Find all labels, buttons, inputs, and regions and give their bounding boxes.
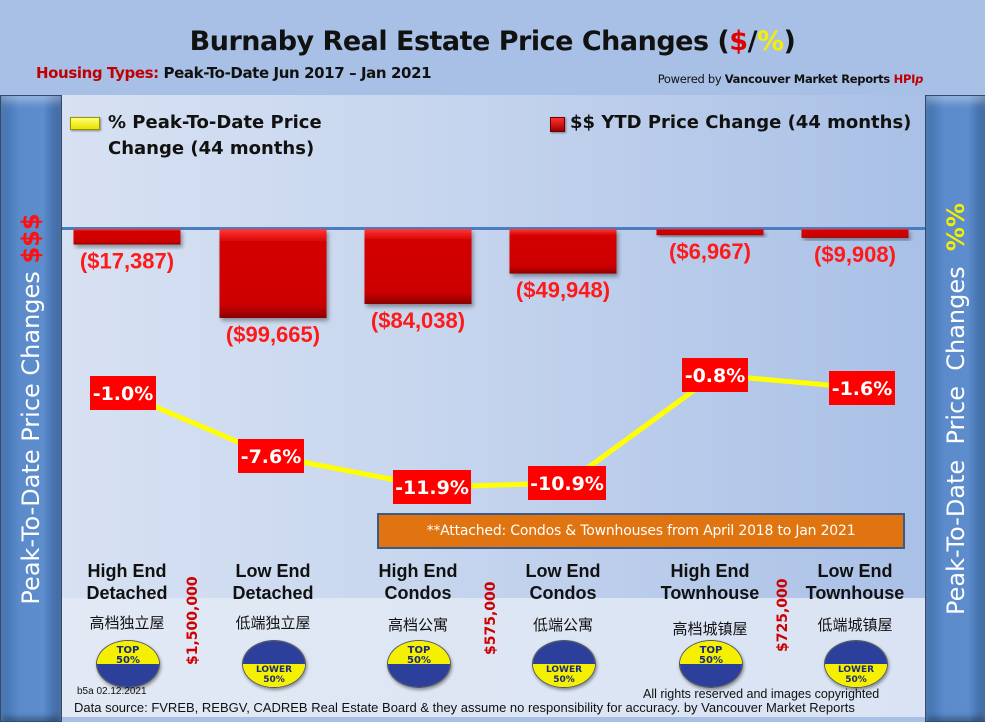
- legend-line-swatch: [70, 117, 100, 130]
- category-label-chinese: 低端独立屋: [235, 614, 311, 632]
- category-label: Low End Condos: [525, 561, 601, 603]
- category-label-chinese: 高档城镇屋: [672, 620, 748, 638]
- bar-value-label: ($99,665): [226, 322, 320, 347]
- pct-point: -0.8%: [682, 358, 748, 392]
- bar: [73, 229, 181, 245]
- bar: [219, 229, 327, 318]
- legend-bar-swatch: [550, 117, 565, 132]
- pct-label-box: [829, 371, 895, 405]
- subtitle-label: Housing Types:: [36, 64, 159, 82]
- subtitle: Housing Types: Peak-To-Date Jun 2017 – J…: [36, 64, 432, 82]
- bar: [364, 229, 472, 305]
- category-band: [62, 598, 925, 717]
- category-label: High End Townhouse: [660, 561, 760, 603]
- pct-label-box: [238, 439, 304, 473]
- category-label-chinese: 低端城镇屋: [817, 616, 893, 634]
- pct-point: -11.9%: [393, 470, 471, 504]
- lower-50-badge-icon: LOWER 50%: [824, 640, 888, 688]
- pct-point: -1.6%: [829, 371, 895, 405]
- left-axis-bar: Peak-To-Date Price Changes $$$: [0, 95, 62, 722]
- bar: [656, 229, 764, 236]
- threshold-label: $1,500,000: [185, 576, 201, 665]
- pct-label-box: [528, 466, 606, 500]
- lower-50-badge-icon: LOWER 50%: [242, 640, 306, 688]
- legend-line-label: % Peak-To-Date Price Change (44 months): [108, 112, 322, 159]
- legend-bar-label: $$ YTD Price Change (44 months): [570, 112, 912, 133]
- pct-value-label: -1.0%: [93, 383, 154, 405]
- category-label: High End Detached: [86, 561, 168, 603]
- category-label: High End Condos: [378, 561, 458, 603]
- pct-value-label: -1.6%: [832, 378, 893, 400]
- bar-value-label: ($17,387): [80, 249, 174, 274]
- lower-50-badge-icon: LOWER 50%: [532, 640, 596, 688]
- version-stamp: b5a 02.12.2021: [77, 686, 147, 697]
- category-label-chinese: 高档独立屋: [89, 614, 165, 632]
- bar: [509, 229, 617, 274]
- chart-title: Burnaby Real Estate Price Changes ($/%): [189, 26, 796, 57]
- bar-value-label: ($84,038): [371, 308, 465, 333]
- threshold-label: $575,000: [483, 581, 499, 655]
- category-label-chinese: 低端公寓: [532, 616, 593, 634]
- right-axis-bar: Peak-To-Date Price Changes %%: [925, 95, 985, 722]
- data-source: Data source: FVREB, REBGV, CADREB Real E…: [74, 700, 855, 715]
- pct-label-box: [90, 376, 156, 410]
- category-label-chinese: 高档公寓: [387, 616, 448, 634]
- pct-line: [122, 372, 863, 490]
- pct-value-label: -0.8%: [685, 365, 746, 387]
- zero-axis-line: [62, 227, 925, 230]
- category-label: Low End Detached: [232, 561, 314, 603]
- pct-label-box: [682, 358, 748, 392]
- top-50-badge-icon: TOP 50%: [679, 640, 743, 688]
- pct-point: -10.9%: [528, 466, 606, 500]
- top-50-badge-icon: TOP 50%: [96, 640, 160, 688]
- subtitle-range: Peak-To-Date Jun 2017 – Jan 2021: [158, 64, 432, 82]
- attached-note: **Attached: Condos & Townhouses from Apr…: [377, 513, 905, 549]
- pct-value-label: -7.6%: [241, 446, 302, 468]
- pct-point: -7.6%: [238, 439, 304, 473]
- threshold-label: $725,000: [775, 578, 791, 652]
- copyright-note: All rights reserved and images copyright…: [643, 687, 880, 701]
- bar-value-label: ($9,908): [814, 242, 896, 267]
- pct-point: -1.0%: [90, 376, 156, 410]
- top-50-badge-icon: TOP 50%: [387, 640, 451, 688]
- pct-value-label: -10.9%: [530, 473, 604, 495]
- bar-value-label: ($6,967): [669, 239, 751, 264]
- bar-value-label: ($49,948): [516, 278, 610, 303]
- category-label: Low End Townhouse: [805, 561, 905, 603]
- powered-by: Powered by Vancouver Market Reports HPIp: [657, 72, 924, 86]
- pct-label-box: [393, 470, 471, 504]
- pct-value-label: -11.9%: [395, 477, 469, 499]
- bar: [801, 229, 909, 238]
